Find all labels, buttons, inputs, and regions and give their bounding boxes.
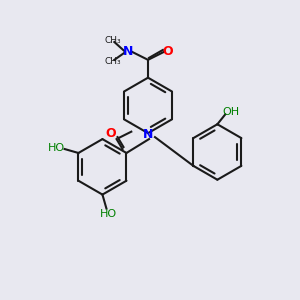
Text: O: O (105, 127, 116, 140)
Text: N: N (123, 45, 134, 58)
Text: CH₃: CH₃ (104, 35, 121, 44)
Text: CH₃: CH₃ (104, 57, 121, 66)
Text: O: O (163, 45, 173, 58)
Text: HO: HO (100, 209, 117, 219)
Text: HO: HO (48, 143, 65, 153)
Text: N: N (143, 128, 153, 141)
Text: OH: OH (223, 107, 240, 117)
